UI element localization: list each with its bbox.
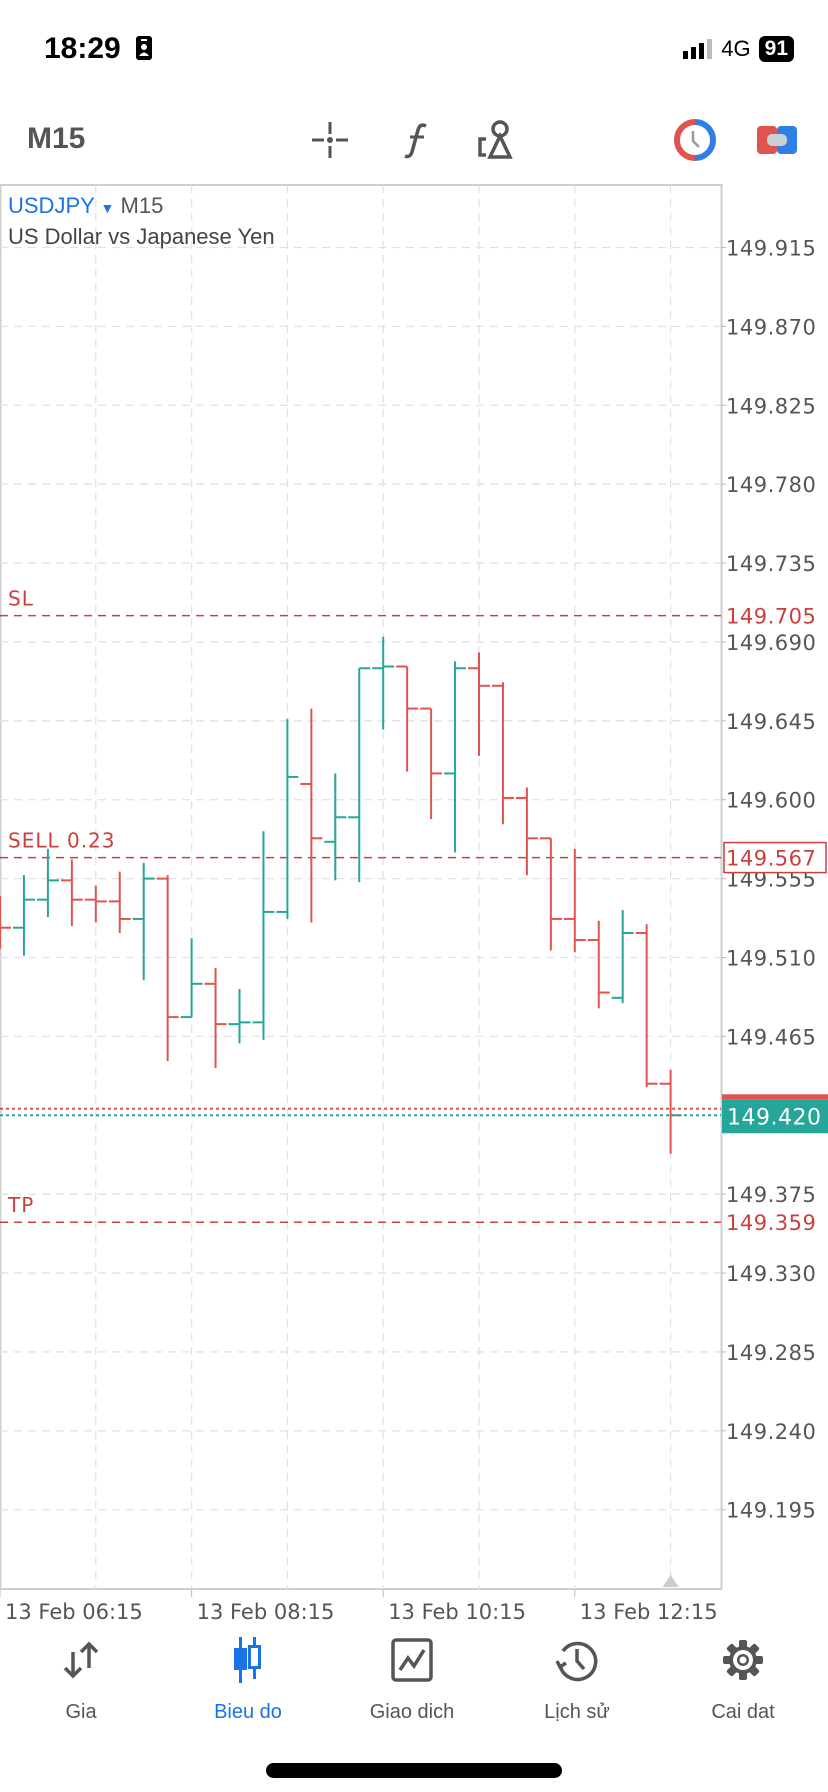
status-indicators: 4G 91	[683, 36, 794, 62]
price-tick-label: 149.870	[726, 315, 816, 339]
chart-frame	[0, 184, 723, 1590]
price-tick-label: 149.690	[726, 631, 816, 655]
nav-label: Giao dich	[369, 1701, 455, 1723]
price-tick-label: 149.285	[726, 1341, 816, 1365]
battery-level: 91	[758, 36, 794, 62]
price-tick-label: 149.780	[726, 473, 816, 497]
nav-quotes[interactable]: Gia	[21, 1635, 141, 1724]
quotes-arrows-icon	[21, 1635, 141, 1685]
settings-gear-icon	[683, 1635, 803, 1685]
nav-label: Lịch sử	[544, 1701, 610, 1723]
bid-price-box	[722, 1099, 828, 1134]
crosshair-icon[interactable]	[308, 118, 352, 162]
trade-chart-icon	[352, 1635, 472, 1685]
trade-level-label: SELL 0.23	[8, 829, 116, 853]
signal-icon	[683, 39, 713, 59]
nav-trade[interactable]: Giao dich	[352, 1635, 472, 1724]
nav-chart[interactable]: Bieu do	[188, 1635, 308, 1724]
chart-timeframe: M15	[120, 193, 164, 218]
price-tick-label: 149.375	[726, 1183, 816, 1207]
price-tick-label: 149.240	[726, 1420, 816, 1444]
price-label-box	[723, 841, 827, 874]
status-time: 18:29	[44, 32, 153, 66]
trade-level-label: SL	[8, 587, 34, 611]
price-tick-label: 149.195	[726, 1499, 816, 1523]
network-type: 4G	[721, 36, 751, 61]
price-tick-label: 149.330	[726, 1262, 816, 1286]
dropdown-triangle-icon[interactable]: ▼	[100, 200, 115, 216]
nav-label: Cai dat	[711, 1701, 775, 1723]
trade-level-price: 149.359	[726, 1211, 816, 1235]
time-label: 13 Feb 10:15	[388, 1600, 526, 1624]
nav-label: Bieu do	[214, 1701, 282, 1723]
bid-price-label: 149.420	[727, 1105, 821, 1130]
price-tick-label: 149.825	[726, 394, 816, 418]
ask-price-label	[722, 1094, 828, 1100]
trade-level-price: 149.567	[726, 847, 816, 871]
chart-shift-marker	[662, 1575, 679, 1587]
clock-text: 18:29	[44, 32, 121, 65]
trade-clock-icon[interactable]	[673, 118, 717, 162]
price-tick-label: 149.915	[726, 237, 816, 261]
price-tick-label: 149.735	[726, 552, 816, 576]
price-tick-label: 149.600	[726, 789, 816, 813]
chart-candles-icon	[188, 1635, 308, 1685]
time-label: 13 Feb 08:15	[197, 1600, 335, 1624]
account-toggle-icon[interactable]	[755, 118, 799, 162]
symbol-description: US Dollar vs Japanese Yen	[8, 224, 275, 249]
objects-icon[interactable]	[474, 118, 518, 162]
price-tick-label: 149.510	[726, 947, 816, 971]
history-clock-icon	[517, 1635, 637, 1685]
trade-level-label: TP	[7, 1193, 34, 1217]
home-indicator[interactable]	[266, 1763, 562, 1778]
price-chart[interactable]: 149.915 149.870 149.825 149.780 149.735 149.6…	[0, 0, 828, 1640]
nav-settings[interactable]: Cai dat	[683, 1635, 803, 1724]
nav-label: Gia	[65, 1701, 97, 1723]
function-icon[interactable]	[395, 118, 439, 162]
trade-level-price: 149.705	[726, 605, 816, 629]
timeframe-button[interactable]: M15	[27, 122, 86, 155]
time-label: 13 Feb 06:15	[5, 1600, 143, 1624]
price-tick-label: 149.465	[726, 1025, 816, 1049]
price-tick-label: 149.645	[726, 710, 816, 734]
nav-history[interactable]: Lịch sử	[517, 1635, 637, 1724]
id-card-icon	[136, 36, 153, 60]
time-label: 13 Feb 12:15	[580, 1600, 718, 1624]
symbol-selector[interactable]: USDJPY ▼ M15	[8, 193, 163, 219]
symbol-name[interactable]: USDJPY	[8, 193, 95, 218]
